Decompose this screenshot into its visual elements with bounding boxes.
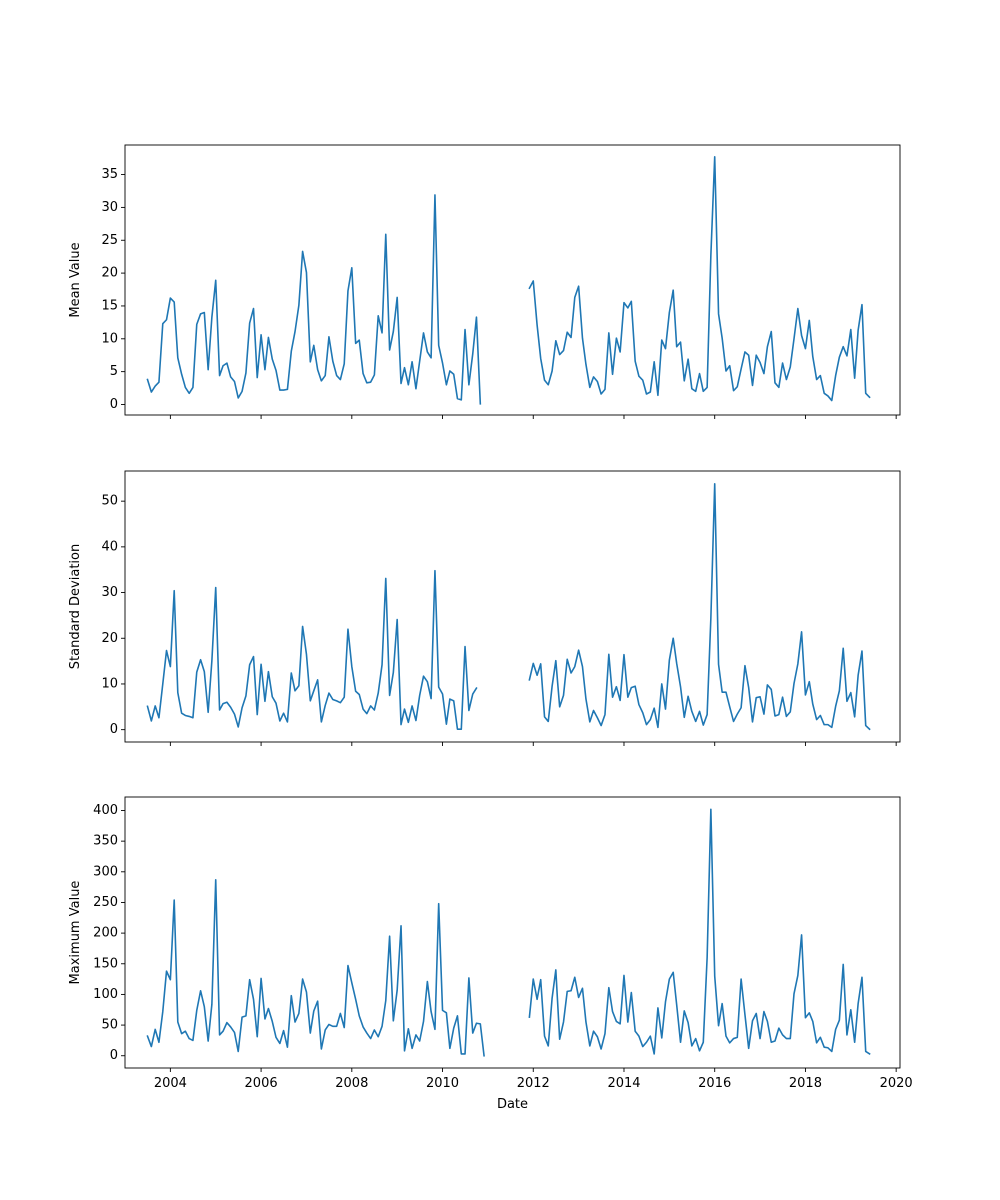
x-tick-label: 2006 (245, 1076, 278, 1091)
x-axis-label: Date (497, 1097, 528, 1112)
y-tick-label: 50 (101, 494, 118, 509)
plot-frame (124, 470, 901, 743)
y-tick-label: 100 (93, 987, 118, 1002)
x-tick-label: 2014 (607, 1076, 640, 1091)
x-tick-label: 2012 (517, 1076, 550, 1091)
x-tick-label: 2018 (789, 1076, 822, 1091)
y-tick-label: 300 (93, 864, 118, 879)
y-tick-label: 200 (93, 926, 118, 941)
y-tick-label: 40 (101, 539, 118, 554)
plot-frame (124, 796, 901, 1069)
series-line-segment (528, 482, 871, 731)
y-tick-label: 0 (110, 722, 118, 737)
y-tick-label: 0 (110, 1048, 118, 1063)
y-tick-label: 20 (101, 631, 118, 646)
y-tick-label: 20 (101, 266, 118, 281)
y-tick-label: 5 (110, 364, 118, 379)
series-line-segment (528, 156, 871, 402)
y-tick-label: 15 (101, 298, 118, 313)
y-tick-label: 30 (101, 200, 118, 215)
y-axis-label: Standard Deviation (68, 544, 83, 669)
y-axis-label: Maximum Value (68, 881, 83, 985)
y-tick-label: 50 (101, 1018, 118, 1033)
y-tick-label: 10 (101, 676, 118, 691)
x-tick-label: 2020 (880, 1076, 913, 1091)
y-tick-label: 30 (101, 585, 118, 600)
plot-frame (124, 144, 901, 416)
x-tick-label: 2008 (335, 1076, 368, 1091)
y-tick-label: 400 (93, 803, 118, 818)
y-tick-label: 25 (101, 233, 118, 248)
chart-panel-2: 0 10 20 30 40 50 Standard Deviation (68, 470, 901, 746)
y-tick-label: 150 (93, 956, 118, 971)
y-tick-label: 250 (93, 895, 118, 910)
chart-panel-3: 0 50 100 150 200 250 300 350 400 2004 2006 2008 2010… (68, 796, 913, 1112)
y-tick-label: 0 (110, 397, 118, 412)
series-line-segment (146, 194, 482, 405)
y-tick-label: 35 (101, 167, 118, 182)
series-line-segment (146, 569, 478, 731)
y-tick-label: 350 (93, 834, 118, 849)
series-line-segment (146, 878, 485, 1057)
y-axis-label: Mean Value (68, 242, 83, 317)
x-tick-label: 2004 (154, 1076, 187, 1091)
y-tick-label: 10 (101, 331, 118, 346)
chart-panel-1: 0 5 10 15 20 25 30 35 Mean Value (68, 144, 901, 419)
x-tick-label: 2016 (698, 1076, 731, 1091)
x-tick-label: 2010 (426, 1076, 459, 1091)
series-line-segment (528, 808, 871, 1056)
